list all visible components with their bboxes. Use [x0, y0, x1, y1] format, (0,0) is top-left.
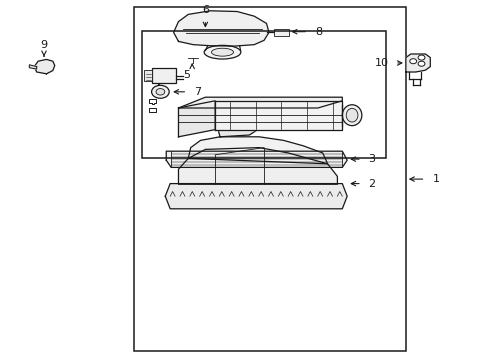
Bar: [151, 68, 176, 83]
Polygon shape: [188, 137, 327, 164]
Ellipse shape: [342, 105, 361, 126]
Polygon shape: [173, 11, 268, 46]
Bar: [273, 29, 288, 36]
Text: 4: 4: [156, 90, 163, 100]
Text: 9: 9: [41, 40, 47, 50]
Circle shape: [409, 59, 416, 64]
Text: 3: 3: [367, 154, 374, 164]
Circle shape: [417, 55, 424, 60]
Ellipse shape: [204, 45, 240, 59]
Bar: [144, 70, 152, 81]
Polygon shape: [178, 101, 215, 137]
Polygon shape: [170, 148, 337, 184]
Polygon shape: [165, 184, 346, 209]
Text: 5: 5: [183, 70, 190, 80]
Text: 7: 7: [193, 87, 201, 97]
Circle shape: [417, 61, 424, 66]
Polygon shape: [217, 115, 256, 137]
Polygon shape: [215, 101, 342, 130]
Polygon shape: [29, 65, 37, 69]
Circle shape: [151, 85, 169, 98]
Bar: [134, 7, 405, 351]
Polygon shape: [178, 97, 342, 108]
Polygon shape: [34, 59, 55, 74]
Polygon shape: [405, 54, 429, 72]
Bar: [142, 31, 386, 158]
Text: 1: 1: [432, 174, 439, 184]
Text: 8: 8: [315, 27, 322, 37]
Text: 6: 6: [202, 5, 208, 15]
Polygon shape: [166, 151, 346, 167]
Ellipse shape: [211, 48, 233, 56]
Text: 10: 10: [374, 58, 388, 68]
Ellipse shape: [346, 108, 357, 122]
Circle shape: [156, 89, 164, 95]
Text: 2: 2: [367, 179, 374, 189]
